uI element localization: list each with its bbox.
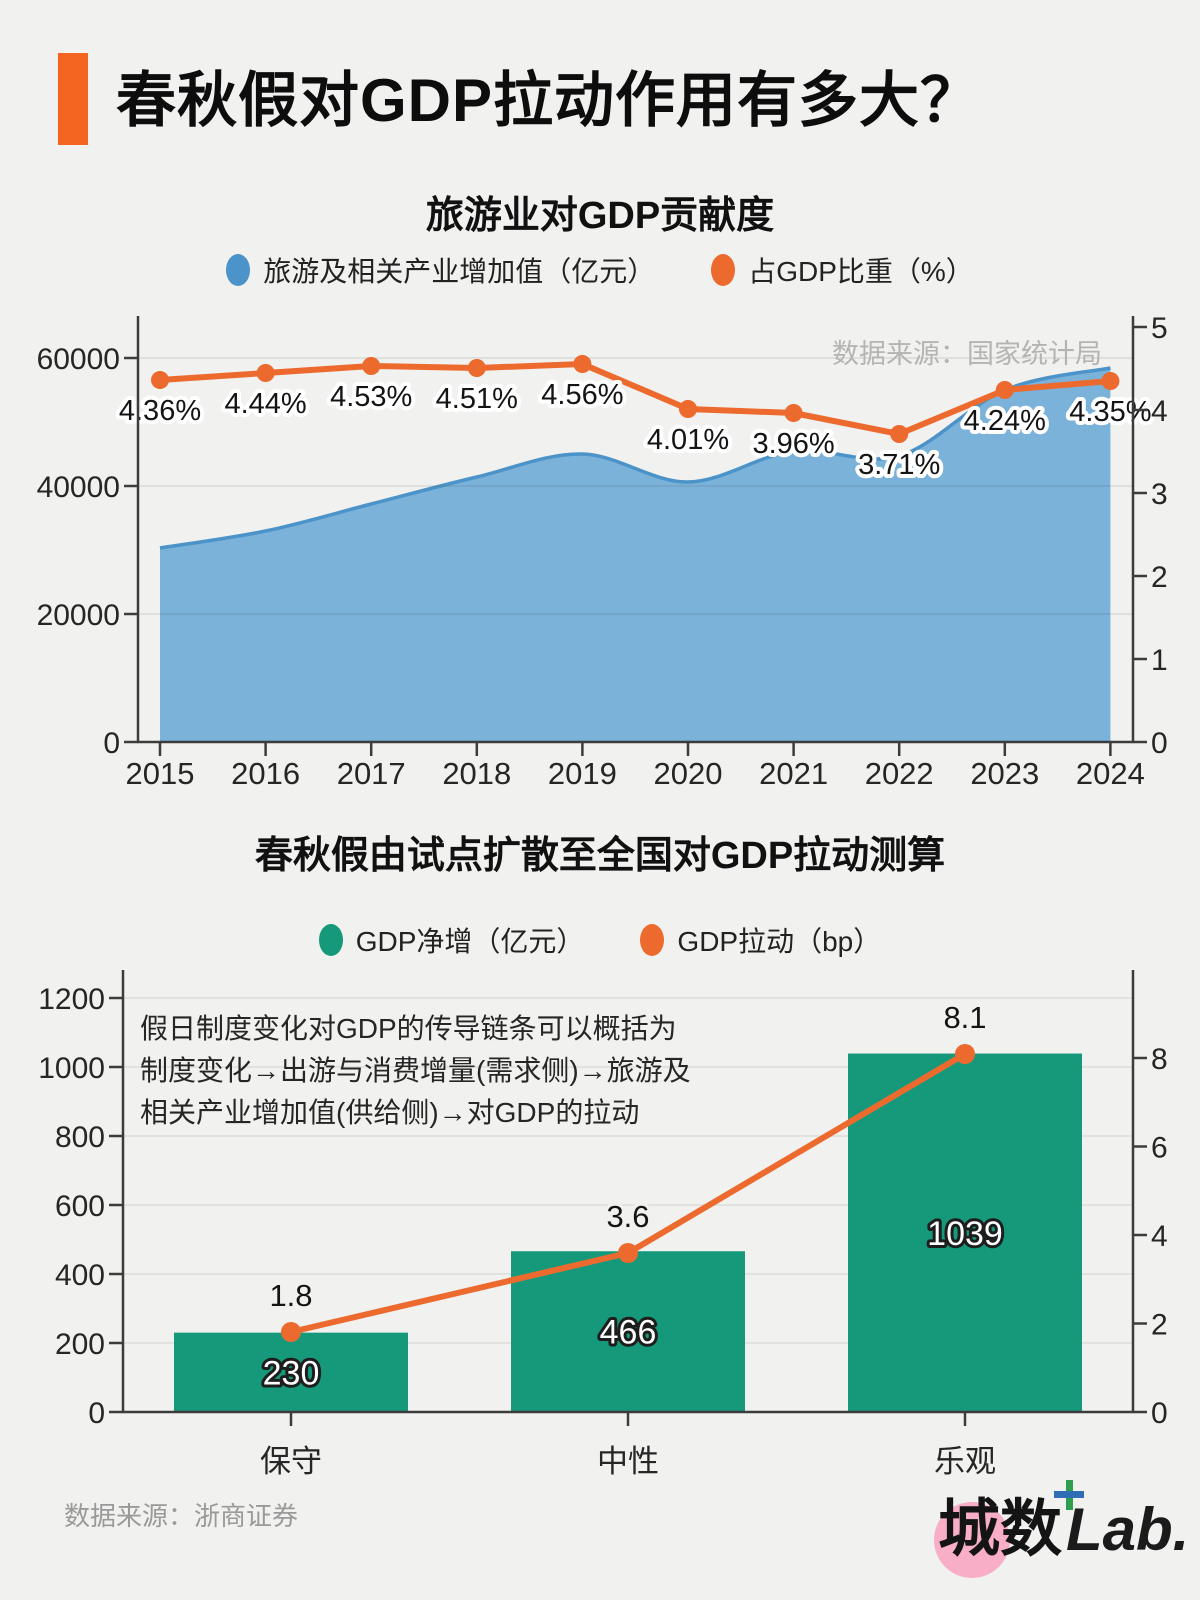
- logo-chinese-text: 城数: [938, 1495, 1063, 1564]
- svg-text:2: 2: [1151, 561, 1168, 594]
- green-dot-icon: [318, 924, 343, 956]
- svg-text:2018: 2018: [442, 756, 511, 791]
- chart2-source-note: 数据来源：浙商证券: [64, 1501, 299, 1531]
- svg-text:中性: 中性: [597, 1444, 659, 1479]
- svg-text:800: 800: [55, 1121, 105, 1154]
- area-series: [159, 366, 1111, 742]
- svg-text:2024: 2024: [1076, 756, 1145, 791]
- svg-text:2020: 2020: [654, 756, 723, 791]
- chart2-annotation: 假日制度变化对GDP的传导链条可以概括为 制度变化→出游与消费增量(需求侧)→旅…: [140, 1008, 691, 1134]
- title-accent-bar: [58, 53, 88, 145]
- svg-text:2: 2: [1151, 1309, 1168, 1342]
- svg-text:600: 600: [55, 1190, 105, 1223]
- svg-text:1: 1: [1151, 644, 1168, 677]
- svg-text:1039: 1039: [927, 1215, 1003, 1253]
- svg-text:4.36%: 4.36%: [119, 395, 201, 427]
- annotation-line: 假日制度变化对GDP的传导链条可以概括为: [140, 1013, 677, 1044]
- page-title: 春秋假对GDP拉动作用有多大？: [116, 67, 982, 134]
- chart2: 230 466 1039 1.8 3.6 8.1 0 200 400 600 800 1000 1200…: [38, 970, 1168, 1479]
- logo-plus-icon: [1054, 1480, 1084, 1510]
- svg-text:2016: 2016: [231, 756, 300, 791]
- legend-item-percent-series: 占GDP比重（%）: [711, 250, 974, 290]
- svg-text:2017: 2017: [337, 756, 406, 791]
- annotation-line: 制度变化→出游与消费增量(需求侧)→旅游及: [140, 1055, 691, 1086]
- logo-pink-circle-icon: [934, 1502, 1010, 1578]
- svg-text:3: 3: [1151, 478, 1168, 511]
- svg-text:4: 4: [1151, 1220, 1168, 1253]
- brand-logo: 城数 Lab.: [934, 1480, 1190, 1578]
- svg-text:2015: 2015: [126, 756, 195, 791]
- bp-line-series: 1.8 3.6 8.1: [266, 997, 990, 1342]
- svg-text:3.96%: 3.96%: [752, 428, 834, 460]
- percent-line-series: 4.36% 4.44% 4.53% 4.51% 4.56% 4.01% 3.96% 3.71%…: [115, 355, 1156, 485]
- legend-label-bar-series: GDP净增（亿元）: [355, 926, 585, 957]
- svg-text:2023: 2023: [970, 756, 1039, 791]
- svg-text:20000: 20000: [37, 599, 120, 632]
- legend-item-bar-series: GDP净增（亿元）: [318, 920, 585, 960]
- legend-label-percent-series: 占GDP比重（%）: [748, 256, 974, 287]
- svg-text:2019: 2019: [548, 756, 617, 791]
- chart2-axes: 0 200 400 600 800 1000 1200 0 2 4 6 8 保守 中性 乐观: [38, 970, 1168, 1479]
- svg-text:乐观: 乐观: [934, 1444, 996, 1479]
- blue-dot-icon: [226, 254, 251, 286]
- chart2-legend: GDP净增（亿元） GDP拉动（bp）: [0, 920, 1200, 960]
- svg-text:4.56%: 4.56%: [541, 379, 623, 411]
- svg-text:2022: 2022: [865, 756, 934, 791]
- legend-label-bp-series: GDP拉动（bp）: [677, 926, 882, 957]
- svg-text:6: 6: [1151, 1132, 1168, 1165]
- chart1: 4.36% 4.44% 4.53% 4.51% 4.56% 4.01% 3.96% 3.71%…: [37, 312, 1168, 791]
- chart1-source-note: 数据来源：国家统计局: [832, 339, 1102, 369]
- svg-text:400: 400: [55, 1259, 105, 1292]
- svg-text:4: 4: [1151, 395, 1168, 428]
- svg-text:4.35%: 4.35%: [1069, 396, 1151, 428]
- svg-text:0: 0: [1151, 1397, 1168, 1430]
- svg-text:5: 5: [1151, 312, 1168, 345]
- bar-series: 230 466 1039: [174, 1053, 1082, 1412]
- logo-lab-text: Lab.: [1066, 1496, 1190, 1563]
- svg-text:0: 0: [103, 727, 120, 760]
- svg-text:3.71%: 3.71%: [858, 449, 940, 481]
- svg-text:0: 0: [88, 1397, 105, 1430]
- svg-text:4.53%: 4.53%: [330, 381, 412, 413]
- svg-text:1000: 1000: [38, 1052, 105, 1085]
- svg-text:466: 466: [600, 1314, 657, 1352]
- legend-label-area-series: 旅游及相关产业增加值（亿元）: [263, 256, 656, 287]
- chart1-legend: 旅游及相关产业增加值（亿元） 占GDP比重（%）: [0, 250, 1200, 290]
- svg-text:4.51%: 4.51%: [436, 383, 518, 415]
- svg-text:4.01%: 4.01%: [647, 424, 729, 456]
- svg-text:60000: 60000: [37, 343, 120, 376]
- chart2-title: 春秋假由试点扩散至全国对GDP拉动测算: [254, 835, 946, 877]
- svg-text:保守: 保守: [260, 1444, 322, 1479]
- svg-text:230: 230: [263, 1354, 320, 1392]
- svg-text:200: 200: [55, 1328, 105, 1361]
- legend-item-area-series: 旅游及相关产业增加值（亿元）: [226, 250, 655, 290]
- chart1-axes: 0 20000 40000 60000 0 1 2 3 4 5 2015 2016 2017 2018 20…: [37, 312, 1168, 791]
- svg-text:4.44%: 4.44%: [224, 388, 306, 420]
- svg-text:8.1: 8.1: [943, 1000, 986, 1035]
- svg-text:1.8: 1.8: [269, 1278, 312, 1313]
- svg-text:2021: 2021: [759, 756, 828, 791]
- chart1-title: 旅游业对GDP贡献度: [425, 195, 775, 237]
- legend-item-bp-series: GDP拉动（bp）: [640, 920, 881, 960]
- svg-text:4.24%: 4.24%: [964, 405, 1046, 437]
- svg-text:40000: 40000: [37, 471, 120, 504]
- svg-text:0: 0: [1151, 727, 1168, 760]
- svg-text:1200: 1200: [38, 983, 105, 1016]
- svg-text:8: 8: [1151, 1043, 1168, 1076]
- svg-text:3.6: 3.6: [606, 1199, 649, 1234]
- annotation-line: 相关产业增加值(供给侧)→对GDP的拉动: [140, 1097, 640, 1128]
- orange-dot-icon: [711, 254, 736, 286]
- orange-dot-icon: [640, 924, 665, 956]
